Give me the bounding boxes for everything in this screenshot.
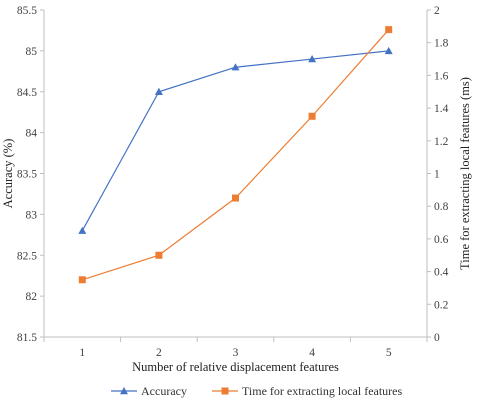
y-tick-label-right: 1.2 (434, 136, 449, 148)
plot-area: 1 2 3 4 5 81.5 82 82.5 83 83.5 84 84.5 85 85.5 0 0.2 0.4… (17, 5, 449, 359)
y-tick-label-left: 85.5 (17, 5, 37, 17)
y-tick-label-left: 81.5 (17, 332, 37, 344)
y-tick-label-left: 82.5 (17, 250, 37, 262)
data-point-accuracy (308, 55, 317, 63)
y-tick-label-right: 0.2 (434, 299, 449, 311)
y-tick-label-right: 0.6 (434, 234, 449, 246)
data-point-accuracy (231, 63, 240, 71)
y-tick-label-left: 84 (26, 128, 38, 140)
legend-item-accuracy: Accuracy (111, 384, 187, 398)
x-tick-label: 1 (79, 347, 85, 359)
legend-time-square-marker (221, 387, 229, 395)
data-point-time (232, 194, 239, 202)
y-tick-label-right: 2 (434, 5, 440, 17)
data-point-accuracy (154, 87, 163, 95)
data-point-time (385, 26, 393, 34)
data-point-time (155, 251, 163, 259)
y-tick-label-right: 0 (434, 332, 440, 344)
legend-item-time: Time for extracting local features (212, 384, 402, 398)
legend-accuracy-label: Accuracy (141, 384, 187, 398)
y-tick-label-left: 85 (26, 46, 38, 58)
y-tick-label-right: 1.4 (434, 103, 449, 115)
y-tick-label-right: 1.8 (434, 38, 449, 50)
y-tick-label-left: 84.5 (17, 87, 37, 99)
legend: Accuracy Time for extracting local featu… (111, 384, 402, 398)
data-point-accuracy (78, 226, 87, 234)
y-tick-label-left: 83 (26, 209, 38, 221)
legend-time-label: Time for extracting local features (242, 384, 402, 398)
y-axis-title-left: Accuracy (%) (1, 139, 15, 209)
data-point-time (78, 276, 86, 284)
data-point-time (308, 112, 316, 120)
x-axis-title: Number of relative displacement features (132, 360, 339, 374)
x-tick-label: 4 (309, 347, 315, 359)
x-tick-label: 3 (233, 347, 239, 359)
y-tick-label-right: 0.4 (434, 267, 449, 279)
series-line-accuracy (81, 50, 389, 232)
y-tick-label-right: 0.8 (434, 201, 449, 213)
y-tick-label-left: 82 (26, 291, 38, 303)
x-tick-label: 5 (386, 347, 392, 359)
y-tick-label-right: 1.6 (434, 70, 449, 82)
y-tick-label-right: 1 (434, 169, 440, 181)
x-tick-label: 2 (156, 347, 162, 359)
y-tick-label-left: 83.5 (17, 169, 37, 181)
y-axis-title-right: Time for extracting local features (ms) (458, 77, 472, 270)
data-point-accuracy (384, 46, 393, 55)
legend-accuracy-triangle-marker (120, 387, 128, 395)
